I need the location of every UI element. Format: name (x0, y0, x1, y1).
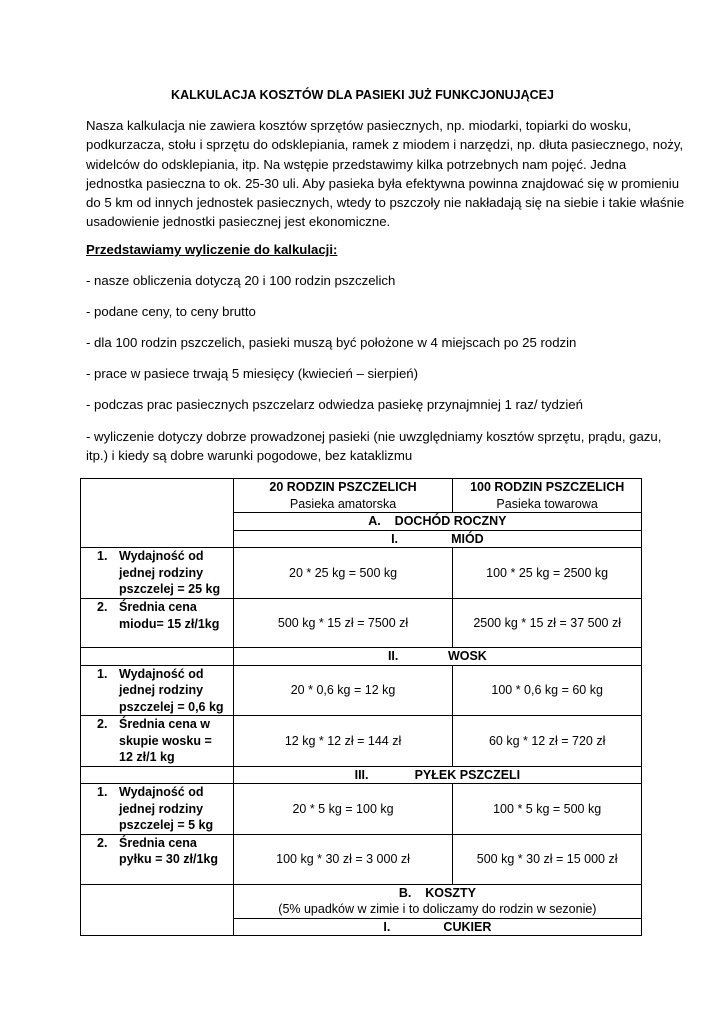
bullet-item: - podczas prac pasiecznych pszczelarz od… (86, 397, 583, 412)
header-100: 100 RODZIN PSZCZELICH Pasieka towarowa (452, 478, 642, 513)
bullet-item: - wyliczenie dotyczy dobrze prowadzonej … (86, 429, 662, 444)
section-miod: I. MIÓD (232, 529, 643, 548)
row-label: 1. Wydajność od jednej rodziny pszczelej = … (80, 783, 234, 835)
value-100: 60 kg * 12 zł = 720 zł (452, 715, 642, 767)
value-100: 100 * 5 kg = 500 kg (452, 783, 642, 835)
intro-line: jednostka pasieczna to ok. 25-30 uli. Ab… (86, 175, 680, 191)
section-b: B. KOSZTY (5% upadków w zimie i to dolicz… (232, 883, 643, 919)
section-cukier: I. CUKIER (232, 917, 643, 936)
cost-table: 20 RODZIN PSZCZELICH Pasieka amatorska 10… (80, 478, 643, 936)
header-20: 20 RODZIN PSZCZELICH Pasieka amatorska (232, 478, 454, 513)
intro-line: podkurzacza, stołu i sprzętu do odsklepi… (86, 137, 684, 153)
value-100: 100 * 0,6 kg = 60 kg (452, 664, 642, 716)
bullet-item: - prace w pasiece trwają 5 miesięcy (kwi… (86, 366, 419, 381)
row-label: 2. Średnia cena pyłku = 30 zł/1kg (80, 833, 234, 885)
section-pylek: III. PYŁEK PSZCZELI (232, 765, 643, 784)
row-label: 2. Średnia cena miodu= 15 zł/1kg (80, 598, 234, 648)
row-label: 2. Średnia cena w skupie wosku = 12 zł/1 kg (80, 715, 234, 767)
empty-cell (80, 647, 234, 666)
empty-cell (80, 478, 234, 548)
intro-line: usadowienie jednostki pasiecznej jest ek… (86, 214, 391, 230)
bullet-item: - dla 100 rodzin pszczelich, pasieki mus… (86, 335, 577, 350)
value-20: 100 kg * 30 zł = 3 000 zł (232, 833, 454, 885)
bullet-item: - podane ceny, to ceny brutto (86, 304, 256, 319)
row-label: 1. Wydajność od jednej rodziny pszczelej = … (80, 547, 234, 599)
section-wosk: II. WOSK (232, 647, 643, 666)
value-100: 2500 kg * 15 zł = 37 500 zł (452, 598, 642, 648)
value-20: 20 * 25 kg = 500 kg (232, 547, 454, 599)
bullet-item: - nasze obliczenia dotyczą 20 i 100 rodz… (86, 273, 396, 288)
value-20: 20 * 5 kg = 100 kg (232, 783, 454, 835)
document-title: KALKULACJA KOSZTÓW DLA PASIEKI JUŻ FUNKC… (171, 88, 554, 102)
intro-paragraph: Nasza kalkulacja nie zawiera kosztów spr… (86, 116, 685, 232)
bullet-item: itp.) i kiedy są dobre warunki pogodowe,… (86, 448, 413, 463)
section-a: A. DOCHÓD ROCZNY (232, 512, 643, 531)
value-20: 20 * 0,6 kg = 12 kg (232, 664, 454, 716)
empty-cell (80, 883, 234, 936)
value-20: 500 kg * 15 zł = 7500 zł (232, 598, 454, 648)
row-label: 1. Wydajność od jednej rodziny pszczelej = … (80, 664, 234, 716)
subheading: Przedstawiamy wyliczenie do kalkulacji: (86, 242, 338, 257)
intro-line: Nasza kalkulacja nie zawiera kosztów spr… (86, 118, 632, 133)
intro-line: widelców do odsklepiania, itp. Na wstępi… (86, 156, 627, 172)
value-20: 12 kg * 12 zł = 144 zł (232, 715, 454, 767)
empty-cell (80, 765, 234, 784)
value-100: 100 * 25 kg = 2500 kg (452, 547, 642, 599)
value-100: 500 kg * 30 zł = 15 000 zł (452, 833, 642, 885)
intro-line: do 5 km od innych jednostek pasiecznych,… (86, 195, 685, 211)
